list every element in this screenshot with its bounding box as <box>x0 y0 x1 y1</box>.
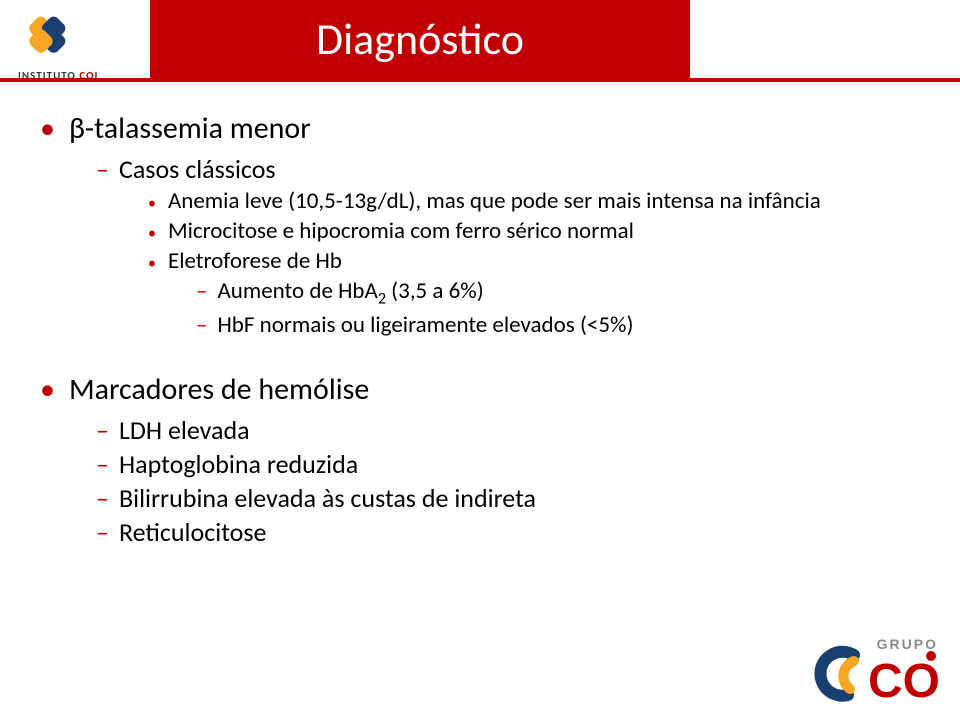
hba2-subscript: 2 <box>378 290 386 309</box>
subbullet-ldh: – LDH elevada <box>96 414 920 446</box>
dash-bullet: – <box>96 414 109 446</box>
dot-bullet: • <box>148 254 156 273</box>
page-title: Diagnóstico <box>316 12 524 66</box>
subbullet-text: Haptoglobina reduzida <box>119 448 358 480</box>
item-text: Anemia leve (10,5-13g/dL), mas que pode … <box>168 187 821 215</box>
bullet-text: β-talassemia menor <box>69 110 311 147</box>
subbullet-casos-classicos: – Casos clássicos <box>96 153 920 185</box>
item-eletroforese: • Eletroforese de Hb <box>148 247 920 275</box>
hba2-prefix: Aumento de HbA <box>217 277 377 305</box>
disc-bullet: • <box>40 375 55 405</box>
logo-instituto-coi: INSTITUTO COI <box>18 8 99 82</box>
item-text: Eletroforese de Hb <box>168 247 342 275</box>
item-text: Microcitose e hipocromia com ferro séric… <box>168 217 634 245</box>
subbullet-bilirrubina: – Bilirrubina elevada às custas de indir… <box>96 482 920 514</box>
dot-bullet: • <box>148 224 156 243</box>
subbullet-text: Casos clássicos <box>119 153 276 185</box>
subbullet-text: Bilirrubina elevada às custas de indiret… <box>119 482 536 514</box>
dash-bullet: – <box>196 277 207 305</box>
bullet-beta-talassemia: • β-talassemia menor <box>40 110 920 147</box>
item-anemia-leve: • Anemia leve (10,5-13g/dL), mas que pod… <box>148 187 920 215</box>
bullet-text: Marcadores de hemólise <box>69 371 369 408</box>
subbullet-text: Reticulocitose <box>119 516 267 548</box>
dash-bullet: – <box>96 516 109 548</box>
dash-bullet: – <box>96 448 109 480</box>
hba2-suffix: (3,5 a 6%) <box>386 277 484 305</box>
dash-bullet: – <box>96 482 109 514</box>
subbullet-text: LDH elevada <box>119 414 250 446</box>
subitem-text: Aumento de HbA2 (3,5 a 6%) <box>217 277 483 309</box>
dot-bullet: • <box>148 194 156 213</box>
logo-brand-text: COI <box>868 655 942 708</box>
slide-content: • β-talassemia menor – Casos clássicos •… <box>40 110 920 550</box>
subitem-text: HbF normais ou ligeiramente elevados (<5… <box>217 311 633 339</box>
knot-icon <box>18 8 78 62</box>
title-bar: Diagnóstico <box>150 0 690 78</box>
dash-bullet: – <box>96 153 109 185</box>
subitem-hba2: – Aumento de HbA2 (3,5 a 6%) <box>196 277 920 309</box>
bullet-marcadores-hemolise: • Marcadores de hemólise <box>40 371 920 408</box>
item-microcitose: • Microcitose e hipocromia com ferro sér… <box>148 217 920 245</box>
subbullet-haptoglobina: – Haptoglobina reduzida <box>96 448 920 480</box>
title-underline <box>0 78 960 82</box>
subitem-hbf: – HbF normais ou ligeiramente elevados (… <box>196 311 920 339</box>
subbullet-reticulocitose: – Reticulocitose <box>96 516 920 548</box>
disc-bullet: • <box>40 114 55 144</box>
dash-bullet: – <box>196 311 207 339</box>
logo-grupo-coi: GRUPO COI <box>812 635 942 716</box>
grupo-coi-icon: GRUPO COI <box>812 635 942 711</box>
logo-line1: GRUPO <box>877 636 938 652</box>
